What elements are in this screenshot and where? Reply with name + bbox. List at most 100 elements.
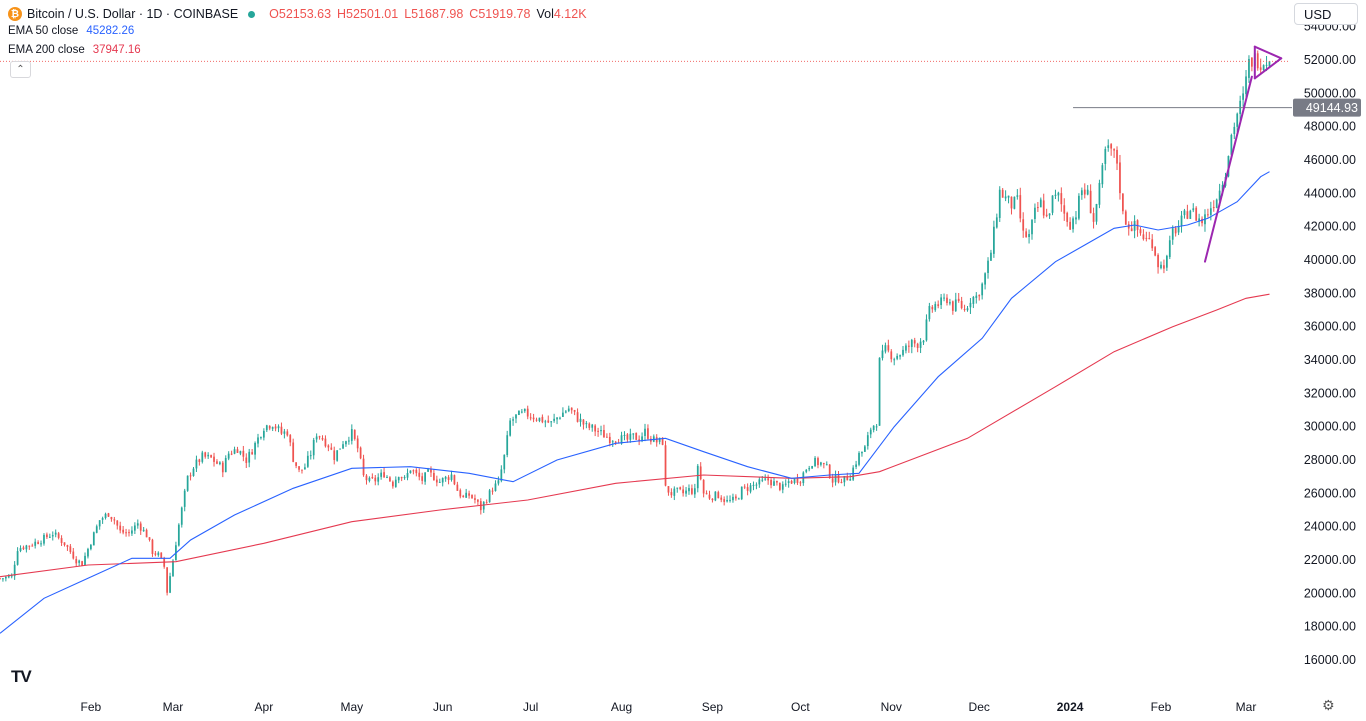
- candle-body: [421, 476, 424, 481]
- candle: [547, 415, 550, 424]
- candle-body: [1066, 212, 1069, 222]
- candle: [937, 300, 940, 309]
- candle-body: [1107, 145, 1110, 148]
- candle-body: [1233, 126, 1236, 135]
- candle: [702, 479, 705, 498]
- candle-body: [1180, 215, 1183, 226]
- candle-body: [1110, 144, 1113, 149]
- time-axis[interactable]: Feb Mar Apr May Jun Jul Aug Sep Oct Nov Dec 2024 Feb…: [81, 700, 1257, 714]
- candle-body: [693, 488, 696, 495]
- candle: [491, 487, 494, 495]
- candle: [564, 409, 567, 414]
- currency-selector[interactable]: USD: [1294, 3, 1358, 25]
- candle: [151, 538, 154, 557]
- candle-body: [676, 487, 679, 489]
- candle: [1256, 50, 1259, 71]
- candle-body: [732, 496, 734, 501]
- candle: [1057, 191, 1060, 202]
- candle: [142, 527, 145, 532]
- ema200-line: [0, 293, 1270, 578]
- candle: [169, 572, 171, 594]
- ema50-legend[interactable]: EMA 50 close 45282.26: [8, 25, 134, 37]
- candle: [1054, 189, 1057, 200]
- candle-body: [274, 426, 277, 429]
- candle-body: [658, 437, 661, 442]
- candle: [474, 494, 476, 504]
- candle: [262, 428, 265, 441]
- candle-body: [116, 520, 119, 526]
- candle-body: [623, 434, 626, 436]
- candle: [667, 486, 670, 496]
- candle-body: [298, 466, 300, 470]
- candle: [793, 477, 796, 485]
- candle-body: [946, 297, 948, 303]
- y-tick-label: 34000.00: [1304, 353, 1356, 367]
- candle: [1086, 185, 1089, 196]
- candle-body: [494, 483, 497, 491]
- candle: [260, 436, 262, 440]
- candle: [180, 506, 183, 528]
- candle-body: [374, 477, 377, 482]
- candle-body: [51, 535, 54, 537]
- gear-icon[interactable]: ⚙: [1322, 697, 1335, 714]
- candle: [526, 405, 529, 420]
- candle: [433, 469, 435, 481]
- candle: [1013, 196, 1016, 210]
- candle: [435, 475, 438, 487]
- candle: [1048, 213, 1051, 219]
- candle-body: [940, 297, 942, 306]
- candle: [63, 542, 66, 547]
- tradingview-logo[interactable]: TV: [11, 667, 32, 687]
- symbol-title[interactable]: Bitcoin / U.S. Dollar · 1D · COINBASE: [27, 7, 239, 21]
- candle-body: [406, 473, 409, 478]
- candle-body: [647, 428, 649, 439]
- candle-body: [702, 479, 705, 494]
- collapse-legend-button[interactable]: ⌃: [10, 61, 31, 78]
- candle: [409, 470, 412, 474]
- candle-body: [183, 490, 186, 507]
- candle-body: [438, 481, 441, 483]
- candle: [773, 477, 775, 486]
- candle-body: [828, 464, 831, 479]
- candle: [881, 344, 884, 361]
- close-value: C51919.78: [469, 7, 531, 21]
- candle: [28, 545, 31, 550]
- candle-body: [224, 458, 227, 473]
- candle: [1145, 231, 1148, 242]
- candle-body: [280, 426, 283, 434]
- candle-body: [488, 490, 491, 503]
- candle-body: [506, 435, 509, 455]
- candle: [251, 449, 254, 455]
- y-tick-label: 32000.00: [1304, 386, 1356, 400]
- candle-body: [740, 486, 743, 500]
- y-tick-label: 30000.00: [1304, 420, 1356, 434]
- candle: [292, 438, 295, 463]
- candle: [1139, 227, 1142, 236]
- candle-body: [1095, 203, 1098, 222]
- candle: [676, 487, 679, 493]
- triangle-pattern-drawing[interactable]: [1203, 45, 1283, 263]
- candle-body: [723, 499, 726, 502]
- candle-body: [1218, 190, 1221, 201]
- candle: [1174, 226, 1177, 237]
- candle: [799, 480, 802, 487]
- ema200-legend[interactable]: EMA 200 close 37947.16: [8, 44, 141, 56]
- candle-body: [1165, 255, 1168, 268]
- candle-body: [776, 480, 778, 483]
- candle-body: [570, 407, 573, 411]
- candle: [122, 526, 125, 535]
- candle: [131, 526, 133, 536]
- candle: [374, 474, 377, 486]
- candle-body: [717, 492, 720, 499]
- candle: [1110, 143, 1113, 156]
- candle: [767, 474, 770, 485]
- candle-body: [1163, 265, 1165, 269]
- candle: [632, 433, 635, 440]
- price-axis[interactable]: 16000.00 18000.00 20000.00 22000.00 24000.00…: [1304, 20, 1356, 667]
- candle-body: [620, 435, 623, 444]
- candle: [934, 301, 937, 312]
- candle: [664, 440, 667, 487]
- candle: [509, 418, 512, 437]
- candle-body: [260, 437, 262, 439]
